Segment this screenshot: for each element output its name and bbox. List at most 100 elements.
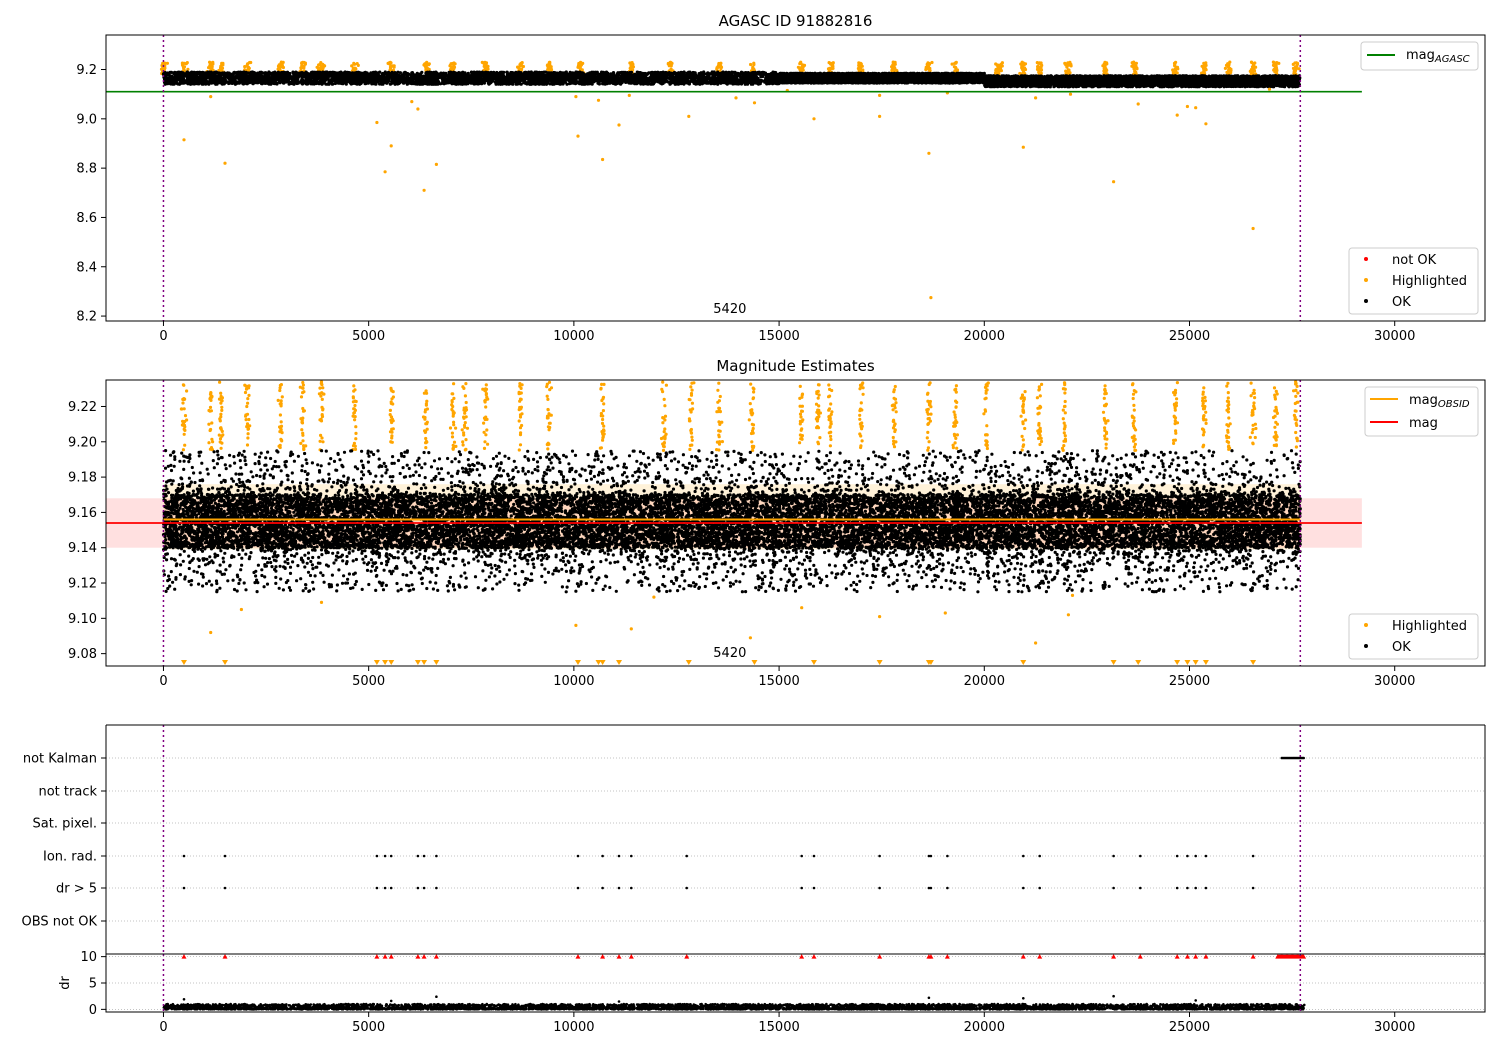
highlighted-outlier-point [209, 630, 213, 635]
flag-point [927, 854, 931, 858]
x-tick-label: 10000 [553, 1020, 594, 1035]
highlighted-outlier-point [878, 93, 882, 97]
y-tick-label: 8.2 [76, 310, 97, 325]
flag-point [878, 886, 881, 890]
x-axis: 0 5000 10000 15000 20000 25000 30000 [159, 1012, 1415, 1035]
legend-marker-swatch [1364, 644, 1368, 648]
y-tick-label: 9.0 [76, 112, 97, 127]
dr-clipped-marker [1111, 954, 1117, 959]
flag-point [182, 854, 186, 858]
flag-point [601, 886, 604, 890]
flag-point [800, 854, 803, 858]
dr-clipped-marker [222, 954, 228, 959]
flag-point [878, 854, 881, 858]
y-axis: 0 5 10 [80, 950, 106, 1018]
panel-flags: not Kalman not track Sat. pixel. Ion. rad. d… [22, 724, 1486, 954]
flag-row-label: dr > 5 [56, 882, 97, 897]
obsid-label: 5420 [713, 302, 746, 317]
highlighted-outlier-point [1267, 87, 1272, 91]
clipped-marker [433, 660, 440, 665]
flag-point [375, 854, 379, 858]
flag-point [927, 886, 931, 890]
y-tick-label: 9.10 [68, 612, 97, 627]
highlighted-outlier-point [627, 93, 631, 97]
dr-clipped-marker [811, 954, 817, 959]
flag-point [946, 854, 949, 858]
dr-spike-point [1112, 994, 1115, 998]
highlighted-outlier-point [812, 117, 816, 121]
dr-clipped-marker [628, 954, 634, 959]
highlighted-outlier-point [1066, 613, 1070, 617]
flag-point [630, 854, 633, 858]
highlighted-outlier-point [1034, 96, 1038, 100]
flag-point [389, 886, 393, 890]
clipped-marker [373, 660, 380, 665]
highlighted-outlier-point [182, 138, 186, 142]
flag-row-label: Sat. pixel. [33, 817, 97, 832]
clipped-marker [180, 660, 187, 665]
flag-point [1022, 886, 1025, 890]
legend-label: magOBSID [1409, 393, 1470, 410]
x-tick-label: 20000 [964, 1020, 1005, 1035]
highlighted-outlier-point [416, 107, 420, 111]
highlighted-outlier-point [878, 615, 882, 619]
clipped-marker [1174, 660, 1181, 665]
flag-row-label: Ion. rad. [43, 850, 97, 865]
dr-spike-point [1022, 997, 1025, 1000]
y-tick-label: 9.18 [68, 471, 97, 486]
obsid-label: 5420 [713, 646, 746, 661]
clipped-marker [414, 660, 421, 665]
clipped-marker [1020, 660, 1027, 665]
chart-title: AGASC ID 91882816 [719, 12, 873, 30]
legend-bottom-box [1348, 247, 1479, 315]
y-tick-label: 9.08 [68, 647, 97, 662]
flag-point [812, 854, 816, 858]
panel-agasc: 5420 0 5000 10000 15000 20000 25000 30000 8.2 8.4… [76, 12, 1486, 344]
dr-spike-point [927, 996, 931, 1000]
flag-point [422, 854, 426, 858]
flag-point [685, 854, 688, 858]
flag-point [1175, 854, 1179, 858]
x-tick-label: 25000 [1169, 329, 1210, 344]
flag-point [1038, 886, 1041, 890]
clipped-marker [810, 660, 817, 665]
legend-marker-swatch [1364, 278, 1368, 282]
dr-clipped-marker [382, 954, 388, 959]
flag-point [1204, 854, 1208, 858]
highlighted-outlier-point [748, 636, 753, 640]
highlighted-outlier-point [1185, 104, 1189, 109]
highlighted-outlier-point [574, 95, 578, 99]
y-tick-label: 9.14 [68, 541, 97, 556]
x-tick-label: 0 [159, 674, 167, 689]
clipped-marker [1110, 660, 1117, 665]
highlighted-outlier-point [422, 188, 426, 192]
y-tick-label: 9.16 [68, 506, 97, 521]
clipped-marker [421, 660, 428, 665]
highlighted-outlier-point [687, 114, 691, 118]
clipped-marker [599, 660, 606, 665]
flag-point [1112, 854, 1115, 858]
flag-point [630, 886, 633, 890]
flag-point [383, 886, 387, 890]
chart-title: Magnitude Estimates [716, 357, 874, 375]
highlighted-outlier-point [1251, 226, 1255, 231]
highlighted-outlier-point [434, 162, 438, 166]
dr-clipped-marker [421, 954, 427, 959]
flag-point [800, 886, 803, 890]
y-axis: 9.08 9.10 9.12 9.14 9.16 9.18 9.20 9.22 [68, 400, 106, 662]
highlighted-outlier-point [652, 595, 656, 599]
x-axis: 0 5000 10000 15000 20000 25000 30000 [159, 666, 1415, 689]
ok-points [161, 449, 1302, 594]
clipped-marker [685, 660, 692, 665]
y-tick-label: 9.12 [68, 577, 97, 592]
flag-point [946, 886, 949, 890]
legend-bottom-box [1348, 613, 1479, 660]
flag-point [576, 886, 580, 890]
flag-point [1175, 886, 1179, 890]
highlighted-cluster-points [179, 380, 1300, 453]
flag-point [1186, 854, 1189, 858]
x-tick-label: 20000 [964, 329, 1005, 344]
clipped-marker [222, 660, 229, 665]
flag-points-0 [1280, 756, 1305, 760]
